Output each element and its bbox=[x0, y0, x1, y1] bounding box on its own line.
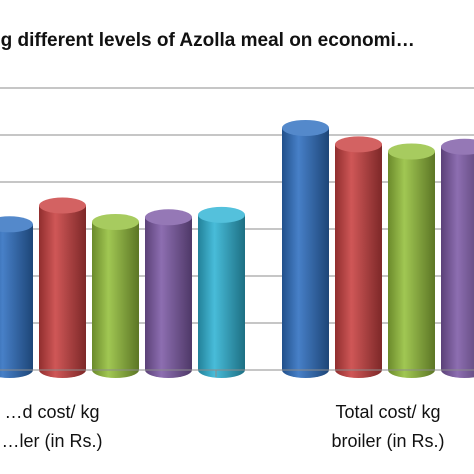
category-label: Total cost/ kg bbox=[335, 402, 440, 422]
bar-body bbox=[0, 224, 33, 378]
bar bbox=[335, 136, 382, 378]
bar-cap bbox=[0, 216, 33, 233]
bar bbox=[388, 143, 435, 378]
bar bbox=[0, 216, 33, 378]
bar bbox=[282, 119, 329, 378]
bars bbox=[0, 119, 474, 378]
bar bbox=[145, 209, 192, 378]
chart-title: …ng different levels of Azolla meal on e… bbox=[0, 30, 415, 51]
bar-body bbox=[92, 221, 139, 378]
bar-body bbox=[198, 214, 245, 378]
bar-cap bbox=[39, 197, 86, 214]
category-label: broiler (in Rs.) bbox=[331, 431, 444, 451]
category-label: …d cost/ kg bbox=[4, 402, 99, 422]
bar bbox=[198, 206, 245, 378]
bar bbox=[441, 138, 474, 378]
bar bbox=[92, 213, 139, 378]
bar bbox=[39, 197, 86, 378]
bar-cap bbox=[441, 138, 474, 155]
bar-body bbox=[39, 205, 86, 378]
bar-body bbox=[282, 127, 329, 378]
bar-body bbox=[145, 217, 192, 378]
bar-cap bbox=[388, 143, 435, 160]
bar-cap bbox=[92, 213, 139, 230]
bar-cap bbox=[145, 209, 192, 226]
bar-body bbox=[335, 144, 382, 378]
category-labels: …d cost/ kg …ler (in Rs.) Total cost/ kg br… bbox=[1, 402, 444, 451]
bar-body bbox=[388, 151, 435, 378]
bar-cap bbox=[282, 119, 329, 136]
bar-cap bbox=[198, 206, 245, 223]
category-label: …ler (in Rs.) bbox=[1, 431, 102, 451]
bar-body bbox=[441, 146, 474, 378]
bar-cap bbox=[335, 136, 382, 153]
